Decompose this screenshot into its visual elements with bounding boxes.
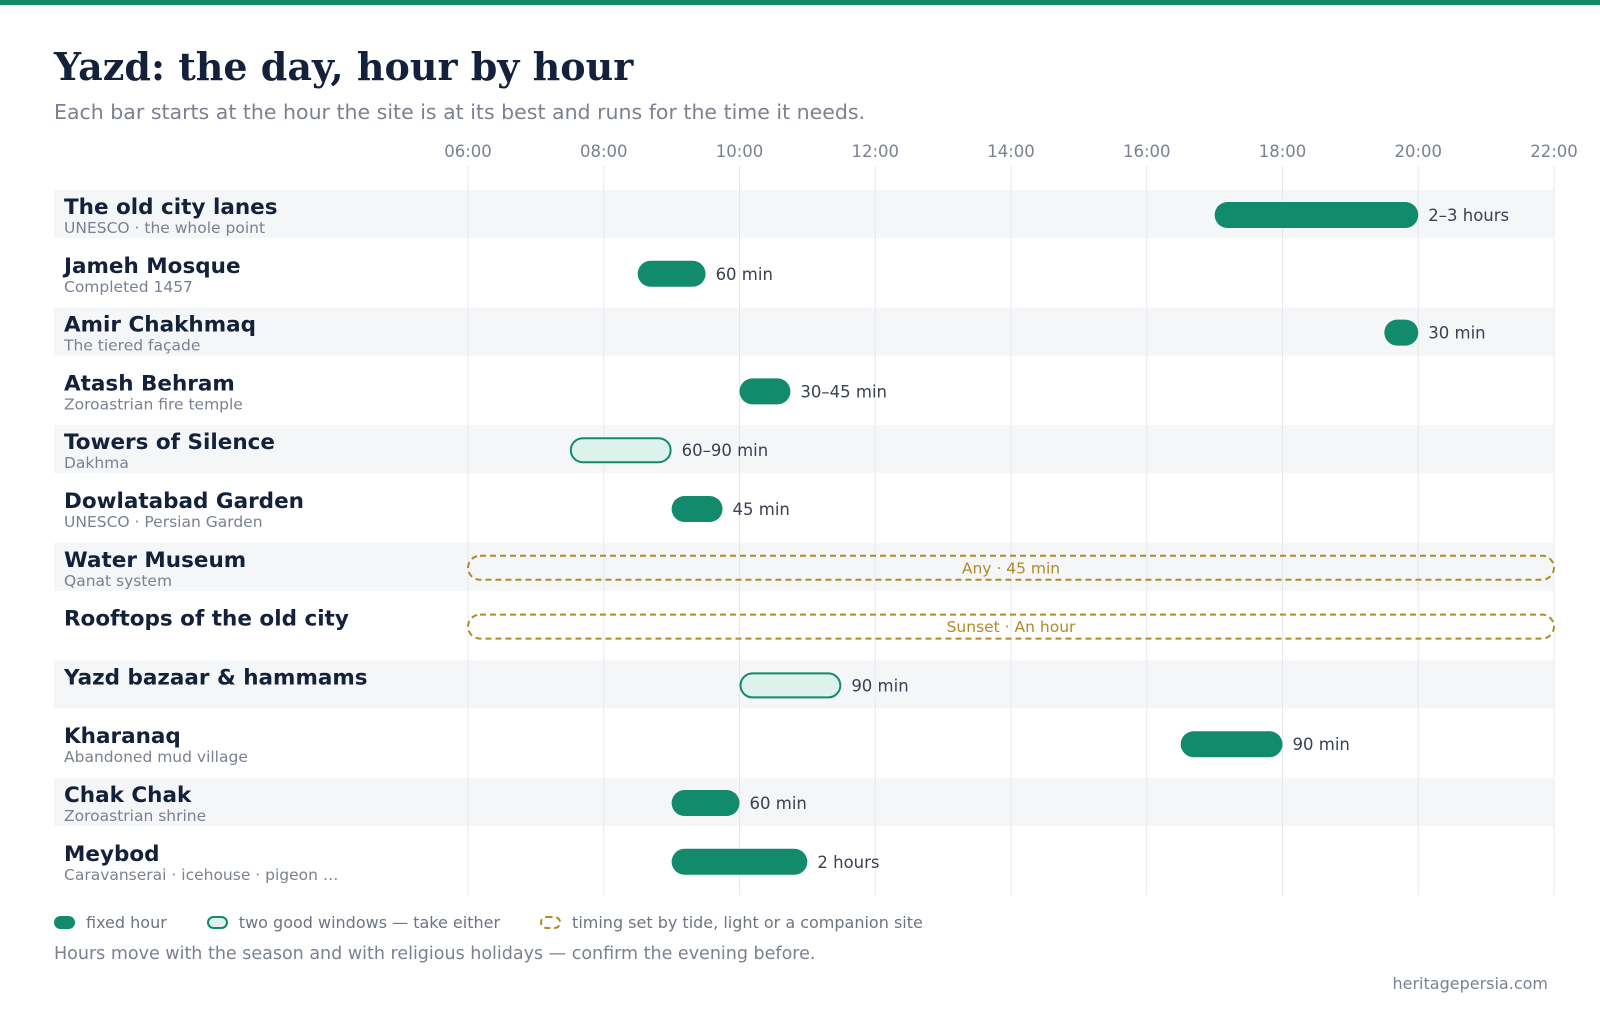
source-credit: heritagepersia.com [1392, 974, 1548, 993]
legend-swatch-set-by-other [540, 916, 562, 929]
chart-subtitle: Each bar starts at the hour the site is … [54, 100, 866, 124]
row-name: Rooftops of the old city [64, 607, 349, 632]
grid-lines [467, 166, 1555, 896]
legend-swatch-two-windows [206, 916, 228, 929]
x-tick-label: 12:00 [851, 142, 899, 161]
x-axis-ticks: 06:00 08:00 10:00 12:00 14:00 16:00 18:00 20:00… [444, 142, 1578, 161]
row-background [54, 307, 1554, 356]
row-name: Dowlatabad Garden [64, 489, 304, 514]
row-subtitle: Abandoned mud village [64, 748, 248, 766]
bar-label: Sunset · An hour [947, 618, 1076, 636]
row-subtitle: Caravanserai · icehouse · pigeon … [64, 866, 338, 884]
row-background [54, 425, 1554, 474]
row-name: The old city lanes [64, 195, 278, 220]
row-name: Jameh Mosque [62, 254, 241, 279]
row-subtitle: UNESCO · Persian Garden [64, 513, 263, 531]
top-accent-bar [0, 0, 1600, 5]
bar-label: 2 hours [817, 853, 879, 872]
x-tick-label: 18:00 [1259, 142, 1307, 161]
row-subtitle: UNESCO · the whole point [64, 219, 265, 237]
legend-item-two-windows: two good windows — take either [206, 913, 501, 932]
timing-bar-fixed [671, 790, 740, 816]
timeline-row: Rooftops of the old city Sunset · An hour [64, 607, 1555, 640]
timing-bar-fixed [637, 260, 706, 287]
row-background [54, 778, 1554, 826]
row-name: Yazd bazaar & hammams [63, 665, 368, 690]
x-tick-label: 08:00 [580, 142, 628, 161]
timeline-row: Yazd bazaar & hammams 90 min [63, 665, 909, 699]
timing-bar-fixed [1384, 319, 1419, 346]
bar-label: 45 min [733, 500, 790, 519]
bar-label: Any · 45 min [962, 559, 1060, 577]
x-tick-label: 06:00 [444, 142, 492, 161]
row-subtitle: Qanat system [64, 572, 172, 590]
row-name: Meybod [64, 842, 160, 867]
row-subtitle: Completed 1457 [64, 278, 193, 296]
row-subtitle: Zoroastrian shrine [64, 807, 206, 825]
row-name: Atash Behram [64, 371, 235, 396]
timing-bar-fixed [739, 378, 791, 405]
x-tick-label: 16:00 [1123, 142, 1171, 161]
bar-label: 30 min [1428, 324, 1485, 343]
row-background [54, 542, 1554, 591]
timing-bar-flexible [467, 613, 1555, 640]
timing-bar-flexible [467, 554, 1555, 581]
timing-bar-fixed [671, 848, 808, 875]
legend-item-set-by-other: timing set by tide, light or a companion… [540, 913, 923, 932]
footnote: Hours move with the season and with reli… [54, 944, 816, 964]
bar-label: 60 min [716, 265, 773, 284]
bar-label: 30–45 min [800, 382, 887, 401]
row-subtitle: Zoroastrian fire temple [64, 395, 243, 413]
bar-label: 60 min [750, 794, 807, 813]
bar-label: 90 min [851, 676, 908, 695]
legend: fixed hour two good windows — take eithe… [54, 913, 963, 932]
bar-label: 2–3 hours [1428, 206, 1509, 225]
row-subtitle: The tiered façade [63, 337, 200, 355]
timing-bar-two-windows [569, 437, 672, 464]
row-name: Chak Chak [64, 783, 192, 808]
row-name: Water Museum [64, 548, 246, 573]
legend-label-two-windows: two good windows — take either [238, 913, 501, 932]
x-tick-label: 22:00 [1530, 142, 1578, 161]
legend-label-set-by-other: timing set by tide, light or a companion… [572, 913, 923, 932]
chart-title: Yazd: the day, hour by hour [54, 44, 634, 89]
timing-bar-fixed [1214, 202, 1419, 228]
x-tick-label: 10:00 [716, 142, 764, 161]
bar-label: 60–90 min [682, 441, 769, 460]
bar-label: 90 min [1293, 735, 1350, 754]
row-backgrounds [54, 190, 1554, 826]
row-name: Towers of Silence [64, 430, 275, 455]
row-name: Amir Chakhmaq [64, 313, 256, 338]
x-tick-label: 20:00 [1394, 142, 1442, 161]
row-subtitle: Dakhma [64, 454, 129, 472]
timing-bar-fixed [1180, 731, 1283, 758]
timing-bar-fixed [671, 496, 723, 522]
legend-item-fixed: fixed hour [54, 913, 167, 932]
legend-label-fixed: fixed hour [86, 913, 167, 932]
legend-swatch-fixed [54, 916, 75, 929]
x-tick-label: 14:00 [987, 142, 1035, 161]
timeline-chart: 06:00 08:00 10:00 12:00 14:00 16:00 18:00 20:00… [54, 142, 1578, 896]
timing-bar-two-windows [739, 672, 842, 699]
row-name: Kharanaq [64, 724, 181, 749]
